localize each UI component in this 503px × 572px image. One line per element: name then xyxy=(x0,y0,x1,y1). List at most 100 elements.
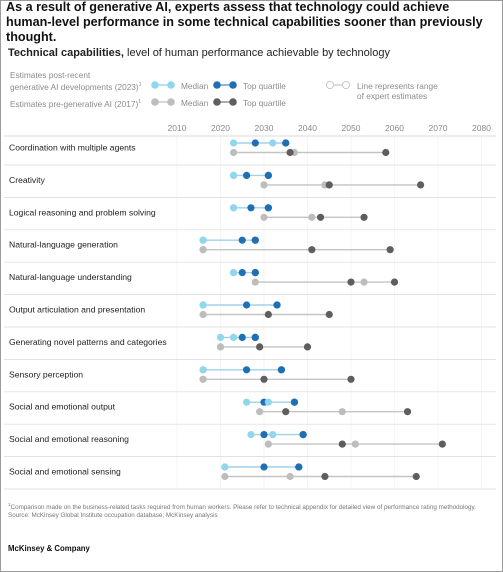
legend-pre-top: Top quartile xyxy=(243,98,286,108)
pre-median-point xyxy=(199,246,207,254)
row-label: Creativity xyxy=(9,175,46,185)
pre-top-quartile-point xyxy=(256,343,264,351)
row-label: Generating novel patterns and categories xyxy=(9,337,167,347)
post-median-point xyxy=(229,171,238,179)
row-label: Output articulation and presentation xyxy=(9,305,145,315)
pre-median-point xyxy=(286,472,294,481)
pre-top-quartile-point xyxy=(325,181,333,189)
post-top-quartile-point xyxy=(282,139,290,147)
row-label: Natural-language generation xyxy=(9,240,118,250)
post-top-quartile-point xyxy=(264,204,272,212)
legend-post-label-line2: generative AI developments (2023)1 xyxy=(10,81,142,92)
post-median-point xyxy=(229,269,238,277)
pre-range-end xyxy=(347,375,355,383)
row-label: Social and emotional reasoning xyxy=(9,434,129,444)
pre-top-quartile-point xyxy=(286,148,294,157)
pre-range-end xyxy=(303,343,312,351)
post-top-quartile-point xyxy=(251,236,259,244)
legend-range-note: Line represents range of expert estimate… xyxy=(357,81,438,101)
pre-range-end xyxy=(438,440,446,448)
post-inner-point xyxy=(243,366,251,374)
footnote-text: 1Comparison made on the business-related… xyxy=(8,502,476,512)
x-tick-label: 2020 xyxy=(211,123,230,133)
brand-logo-text: McKinsey & Company xyxy=(8,544,90,553)
pre-range-end xyxy=(417,181,425,189)
range-swatch-start xyxy=(325,80,334,89)
pre-top-quartile-point xyxy=(264,310,272,319)
post-inner-point xyxy=(247,204,255,212)
pre-top-swatch-b xyxy=(229,98,237,106)
headline: As a result of generative AI, experts as… xyxy=(6,0,483,44)
post-range-start xyxy=(216,333,225,341)
pre-median-swatch-a xyxy=(151,98,159,106)
row-label: Sensory perception xyxy=(9,369,83,379)
post-range-start xyxy=(229,139,238,147)
post-range-start xyxy=(247,431,255,439)
post-inner-point xyxy=(251,139,259,147)
pre-range-end xyxy=(360,213,368,221)
pre-top-quartile-point xyxy=(260,375,268,383)
post-top-quartile-point xyxy=(251,333,259,341)
post-top-quartile-point xyxy=(273,301,281,309)
post-median-point xyxy=(221,463,229,471)
subtitle-bold: Technical capabilities, xyxy=(8,47,124,59)
dot-range-chart: 2010 2020 2030 2040 2050 2060 2070 2080 Coordin… xyxy=(4,123,496,490)
post-inner-point xyxy=(238,236,246,244)
post-top-quartile-point xyxy=(290,398,299,406)
post-inner-point xyxy=(243,171,251,179)
pre-median-point xyxy=(338,408,346,416)
post-inner-point xyxy=(260,463,268,471)
pre-median-point xyxy=(199,310,207,319)
pre-range-start xyxy=(260,181,268,189)
x-tick-label: 2030 xyxy=(255,123,274,133)
post-inner-point xyxy=(238,333,246,341)
legend-swatches xyxy=(151,80,350,106)
legend-pre-label: Estimates pre-generative AI (2017)1 xyxy=(10,98,141,109)
x-tick-label: 2010 xyxy=(168,123,187,133)
pre-median-swatch-b xyxy=(167,98,175,106)
pre-range-start xyxy=(221,472,229,481)
pre-median-point xyxy=(216,343,225,351)
pre-top-quartile-point xyxy=(282,408,290,416)
post-range-start xyxy=(243,398,251,406)
post-median-point xyxy=(199,236,207,244)
x-tick-label: 2060 xyxy=(385,123,404,133)
subtitle-rest: level of human performance achievable by… xyxy=(123,47,390,59)
legend-post-median: Median xyxy=(181,81,209,91)
pre-range-start xyxy=(229,148,238,157)
legend-post-label-line1: Estimates post-recent xyxy=(10,70,91,80)
x-tick-label: 2040 xyxy=(298,123,317,133)
post-top-quartile-point xyxy=(277,366,285,374)
pre-range-start xyxy=(251,278,259,286)
row-label: Social and emotional output xyxy=(9,402,116,412)
post-median-point xyxy=(264,398,272,406)
row-label: Natural-language understanding xyxy=(9,272,132,282)
post-top-swatch-a xyxy=(213,81,221,89)
range-swatch-end xyxy=(341,80,350,89)
post-median-point xyxy=(199,366,207,374)
row-label: Coordination with multiple agents xyxy=(9,143,136,153)
row-label: Social and emotional sensing xyxy=(9,467,121,477)
post-top-quartile-point xyxy=(251,269,259,277)
legend-post-top: Top quartile xyxy=(243,81,286,91)
post-top-swatch-b xyxy=(229,81,237,89)
pre-range-start xyxy=(256,408,264,416)
chart-subtitle: Technical capabilities, level of human p… xyxy=(8,46,488,60)
post-median-swatch-b xyxy=(167,81,175,89)
post-top-quartile-point xyxy=(299,431,307,439)
pre-range-end xyxy=(382,148,390,157)
post-top-quartile-point xyxy=(295,463,303,471)
pre-top-quartile-point xyxy=(316,213,325,221)
post-median-point xyxy=(229,333,238,341)
pre-median-point xyxy=(360,278,368,286)
post-median-point xyxy=(199,301,207,309)
pre-range-end xyxy=(390,278,399,286)
footnote: 1Comparison made on the business-related… xyxy=(8,501,478,519)
pre-range-start xyxy=(264,440,272,448)
pre-median-point xyxy=(351,440,359,448)
x-tick-label: 2080 xyxy=(472,123,491,133)
pre-median-point xyxy=(308,213,316,221)
pre-range-end xyxy=(386,246,394,254)
pre-median-point xyxy=(199,375,207,383)
post-inner-point xyxy=(238,269,246,277)
